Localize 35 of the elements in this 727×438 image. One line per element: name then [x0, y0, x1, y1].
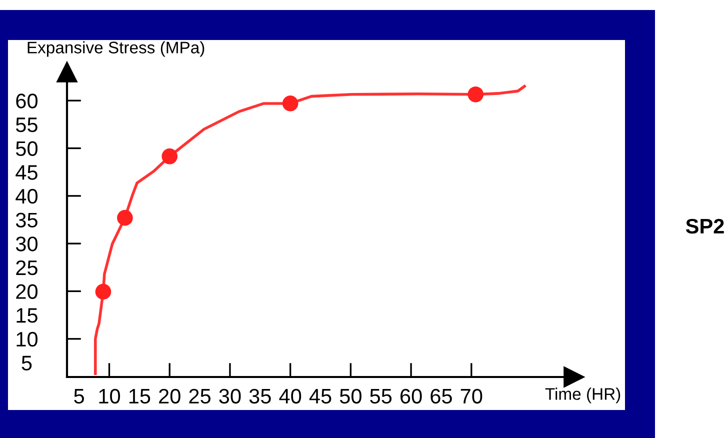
point: [95, 284, 112, 300]
point: [468, 86, 484, 102]
y-tick-label: 5: [22, 356, 32, 370]
x-tick-label: 25: [189, 388, 210, 404]
x-tick-label: 10: [99, 388, 120, 404]
x-tick-label: 55: [370, 389, 392, 404]
y-axis-title: Expansive Stress (MPa): [28, 41, 204, 57]
y-tick-label: 25: [16, 260, 38, 276]
x-tick-label: 40: [279, 388, 302, 404]
line-series: [94, 84, 526, 376]
y-tick-label: 45: [16, 165, 38, 180]
point: [117, 210, 133, 226]
x-tick-label: 45: [309, 389, 332, 404]
x-tick-label: 30: [219, 388, 241, 404]
x-tick-label: 35: [249, 388, 271, 404]
x-tick-label: 50: [340, 388, 362, 404]
y-tick-label: 20: [16, 284, 38, 299]
x-axis-title: Time (HR): [545, 388, 620, 404]
y-tick-label: 35: [16, 212, 38, 228]
y-tick-label: 50: [16, 141, 38, 156]
y-tick-label: 15: [16, 308, 38, 323]
y-tick-label: 30: [16, 236, 38, 252]
y-tick-label: 40: [16, 188, 38, 204]
x-tick-label: 70: [460, 388, 482, 404]
x-tick-label: 60: [400, 388, 422, 404]
point: [162, 148, 178, 164]
point: [282, 96, 298, 112]
y-tick-label: 60: [16, 94, 38, 108]
text: SP2: [686, 218, 724, 234]
y-tick-label: 55: [16, 118, 38, 132]
x-tick-label: 15: [129, 389, 150, 404]
x-tick-label: 5: [74, 389, 84, 404]
x-tick-label: 65: [430, 388, 452, 404]
y-tick-label: 10: [16, 332, 38, 347]
x-tick-label: 20: [159, 388, 180, 404]
